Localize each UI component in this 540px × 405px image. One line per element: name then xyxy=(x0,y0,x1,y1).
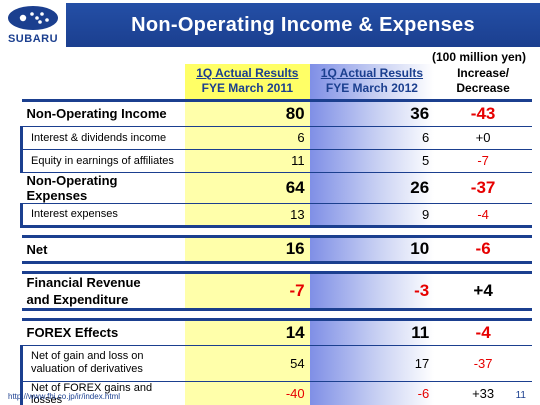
value-fy2011: 6 xyxy=(185,126,310,150)
table-row: Interest expenses 13 9 -4 xyxy=(20,203,532,228)
value-fy2012: 26 xyxy=(309,172,435,204)
row-spacer xyxy=(21,262,532,274)
row-label: Net xyxy=(21,236,186,264)
row-label: Net of FOREX gains and losses xyxy=(20,381,186,405)
column-a-line2: FYE March 2011 xyxy=(201,81,294,96)
unit-label: (100 million yen) xyxy=(431,50,526,64)
header-label-cell xyxy=(21,64,186,102)
value-fy2011: 80 xyxy=(185,100,310,127)
value-change: -43 xyxy=(434,100,532,127)
header-row: 1Q Actual Results FYE March 2011 1Q Actu… xyxy=(21,64,532,102)
row-label: Net of gain and loss on valuation of der… xyxy=(20,345,186,382)
row-label: Equity in earnings of affiliates xyxy=(20,149,186,173)
value-fy2012: 5 xyxy=(309,149,435,173)
table-row: Net 16 10 -6 xyxy=(21,236,532,264)
table-row: Equity in earnings of affiliates 11 5 -7 xyxy=(20,149,532,173)
value-fy2011: 64 xyxy=(185,172,310,204)
table-row: Non-Operating Expenses 64 26 -37 xyxy=(21,172,532,204)
results-table: 1Q Actual Results FYE March 2011 1Q Actu… xyxy=(20,64,532,405)
row-label: Financial Revenue and Expenditure xyxy=(21,272,186,311)
value-fy2012: 36 xyxy=(309,100,435,127)
subaru-logo: SUBARU xyxy=(0,0,66,50)
row-label: Interest expenses xyxy=(20,203,186,228)
logo-text: SUBARU xyxy=(7,33,59,45)
table-row: FOREX Effects 14 11 -4 xyxy=(21,319,532,346)
value-change: -4 xyxy=(434,203,532,228)
table-row: Net of gain and loss on valuation of der… xyxy=(20,345,532,382)
value-fy2011: -7 xyxy=(185,272,310,311)
row-label: Non-Operating Expenses xyxy=(21,172,186,204)
value-fy2012: -3 xyxy=(309,272,435,311)
row-label-line2: valuation of derivatives xyxy=(31,363,143,375)
row-label-line2: and Expenditure xyxy=(26,291,129,307)
row-label: Interest & dividends income xyxy=(20,126,186,150)
value-fy2011: 13 xyxy=(185,203,310,228)
row-spacer xyxy=(21,226,532,238)
column-header-fy2011: 1Q Actual Results FYE March 2011 xyxy=(185,64,310,102)
value-change: -7 xyxy=(434,149,532,173)
column-a-line1: 1Q Actual Results xyxy=(196,66,299,81)
slide-header: SUBARU Non-Operating Income & Expenses xyxy=(0,0,540,50)
column-b-line2: FYE March 2012 xyxy=(325,81,418,96)
value-change: -37 xyxy=(434,172,532,204)
value-fy2012: -6 xyxy=(309,381,435,405)
value-fy2011: -40 xyxy=(185,381,310,405)
row-label: FOREX Effects xyxy=(21,319,186,346)
table-row: Financial Revenue and Expenditure -7 -3 … xyxy=(21,272,532,311)
row-label: Non-Operating Income xyxy=(21,100,186,127)
table-row: Non-Operating Income 80 36 -43 xyxy=(21,100,532,127)
value-fy2012: 17 xyxy=(309,345,435,382)
value-fy2012: 6 xyxy=(309,126,435,150)
value-change: -4 xyxy=(434,319,532,346)
value-fy2011: 16 xyxy=(185,236,310,264)
column-header-change: Increase/ Decrease xyxy=(434,64,532,102)
table-row: Interest & dividends income 6 6 +0 xyxy=(20,126,532,150)
column-c-line2: Decrease xyxy=(456,81,510,96)
value-change: +0 xyxy=(434,126,532,150)
value-change: -37 xyxy=(434,345,532,382)
value-fy2012: 9 xyxy=(309,203,435,228)
page-title: Non-Operating Income & Expenses xyxy=(131,13,475,36)
column-c-line1: Increase/ xyxy=(457,66,510,81)
value-fy2012: 10 xyxy=(309,236,435,264)
row-spacer xyxy=(21,309,532,321)
value-fy2012: 11 xyxy=(309,319,435,346)
value-fy2011: 14 xyxy=(185,319,310,346)
footer-link[interactable]: http://www.fhi.co.jp/ir/index.html xyxy=(8,392,121,401)
value-change: +33 xyxy=(434,381,532,405)
value-change: +4 xyxy=(434,272,532,311)
column-b-line1: 1Q Actual Results xyxy=(320,66,424,81)
value-change: -6 xyxy=(434,236,532,264)
title-bar: Non-Operating Income & Expenses xyxy=(66,3,540,47)
page-number: 11 xyxy=(515,390,526,401)
value-fy2011: 11 xyxy=(185,149,310,173)
row-label-line1: Net of gain and loss on xyxy=(31,350,144,362)
pleiades-star-icon xyxy=(8,6,58,30)
table-row: Net of FOREX gains and losses -40 -6 +33 xyxy=(20,381,532,405)
column-header-fy2012: 1Q Actual Results FYE March 2012 xyxy=(309,64,435,102)
value-fy2011: 54 xyxy=(185,345,310,382)
row-label-line1: Financial Revenue xyxy=(26,274,141,290)
